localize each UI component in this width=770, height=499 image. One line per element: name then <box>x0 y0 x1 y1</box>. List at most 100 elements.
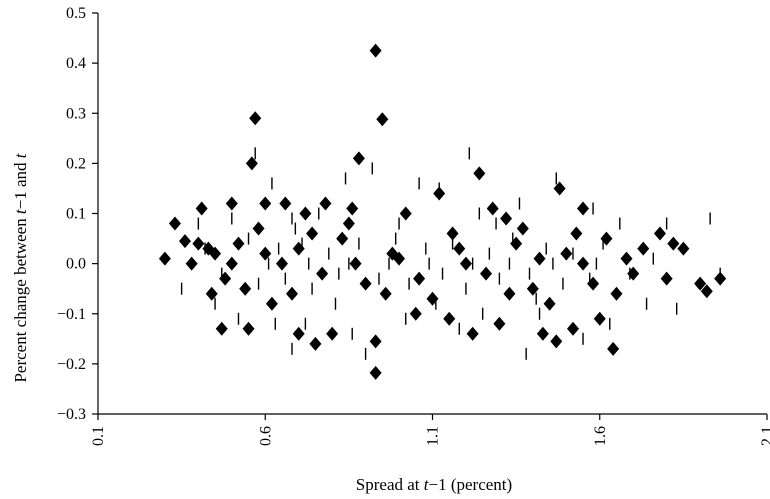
diamond-point <box>393 251 406 266</box>
diamond-point <box>259 246 272 261</box>
diamond-point <box>637 241 650 256</box>
diamond-point <box>480 266 493 281</box>
diamond-point <box>239 281 252 296</box>
diamond-point <box>453 241 466 256</box>
x-axis-title: Spread at t−1 (percent) <box>356 475 512 494</box>
y-tick-label: 0.5 <box>66 5 86 22</box>
y-tick-labels: 0.5 0.4 0.3 0.2 0.1 0.0 −0.1 −0.2 −0.3 <box>57 5 86 423</box>
diamond-point <box>369 334 382 349</box>
diamond-point <box>185 256 198 271</box>
y-axis-title-part-1: Percent change between <box>11 214 30 383</box>
diamond-point <box>195 201 208 216</box>
y-tick-label: 0.0 <box>66 256 86 273</box>
x-tick-label: 0.1 <box>90 426 107 446</box>
diamond-point <box>225 256 238 271</box>
diamond-point <box>259 196 272 211</box>
diamond-point <box>533 251 546 266</box>
diamond-point <box>399 206 412 221</box>
diamond-point <box>466 326 479 341</box>
diamond-point <box>510 236 523 251</box>
diamond-point <box>593 311 606 326</box>
diamond-point <box>245 156 258 171</box>
diamond-point <box>677 241 690 256</box>
diamond-point <box>316 266 329 281</box>
diamond-point <box>587 276 600 291</box>
diamond-point <box>346 201 359 216</box>
diamond-point <box>319 196 332 211</box>
diamond-point <box>516 221 529 236</box>
y-tick-label: 0.2 <box>66 155 86 172</box>
diamond-point <box>446 226 459 241</box>
diamond-point <box>158 251 171 266</box>
diamond-point <box>252 221 265 236</box>
diamond-point <box>168 216 181 231</box>
diamond-point <box>443 311 456 326</box>
diamond-point <box>577 201 590 216</box>
x-tick-label: 2.1 <box>759 426 770 446</box>
x-tick-label: 1.1 <box>425 426 442 446</box>
diamond-point <box>349 256 362 271</box>
diamond-point <box>700 284 713 299</box>
diamond-point <box>219 271 232 286</box>
diamond-point <box>275 256 288 271</box>
x-axis-title-part-2: t <box>424 475 430 494</box>
y-tick-label: 0.1 <box>66 206 86 223</box>
diamond-point <box>215 321 228 336</box>
diamond-point <box>292 326 305 341</box>
diamond-point <box>459 256 472 271</box>
diamond-point <box>536 326 549 341</box>
diamond-point <box>486 201 499 216</box>
diamond-point <box>653 226 666 241</box>
x-axis-title-part-1: Spread at <box>356 475 424 494</box>
diamond-point <box>577 256 590 271</box>
diamond-point <box>409 306 422 321</box>
y-tick-label: −0.1 <box>57 306 86 323</box>
diamond-point <box>607 341 620 356</box>
diamond-point <box>560 246 573 261</box>
x-axis-title-part-3: −1 (percent) <box>429 475 513 494</box>
diamond-point <box>209 246 222 261</box>
diamond-point <box>600 231 613 246</box>
diamond-point <box>336 231 349 246</box>
diamond-point <box>306 226 319 241</box>
diamond-point <box>667 236 680 251</box>
diamond-point <box>352 151 365 166</box>
diamond-point <box>265 296 278 311</box>
diamond-point <box>526 281 539 296</box>
y-tick-label: 0.3 <box>66 105 86 122</box>
diamond-point <box>493 316 506 331</box>
x-tick-label: 0.6 <box>257 426 274 446</box>
diamond-point <box>178 234 191 249</box>
diamond-point <box>473 166 486 181</box>
diamond-point <box>369 43 382 58</box>
diamond-point <box>232 236 245 251</box>
diamond-point <box>379 286 392 301</box>
diamond-point <box>342 216 355 231</box>
diamond-point <box>249 111 262 126</box>
diamond-point <box>426 291 439 306</box>
x-tick-labels: 0.1 0.6 1.1 1.6 2.1 <box>90 426 770 446</box>
diamond-point <box>292 241 305 256</box>
diamond-point <box>570 226 583 241</box>
y-tick-label: 0.4 <box>66 55 86 72</box>
diamond-point <box>610 286 623 301</box>
y-axis-title-part-3: −1 and <box>11 158 30 209</box>
y-tick-label: −0.3 <box>57 406 86 423</box>
diamond-point <box>279 196 292 211</box>
diamond-point <box>566 321 579 336</box>
diamond-point <box>660 271 673 286</box>
diamond-point <box>543 296 556 311</box>
diamond-point <box>500 211 513 226</box>
y-axis-title-text: Percent change between t−1 and t <box>11 152 30 382</box>
diamond-point <box>192 236 205 251</box>
diamond-point <box>205 286 218 301</box>
diamond-point <box>225 196 238 211</box>
diamond-point <box>376 112 389 127</box>
diamond-point <box>620 251 633 266</box>
diamond-point <box>299 206 312 221</box>
diamond-point <box>369 365 382 380</box>
axes <box>92 12 768 420</box>
data-points <box>158 43 727 380</box>
diamond-point <box>286 286 299 301</box>
